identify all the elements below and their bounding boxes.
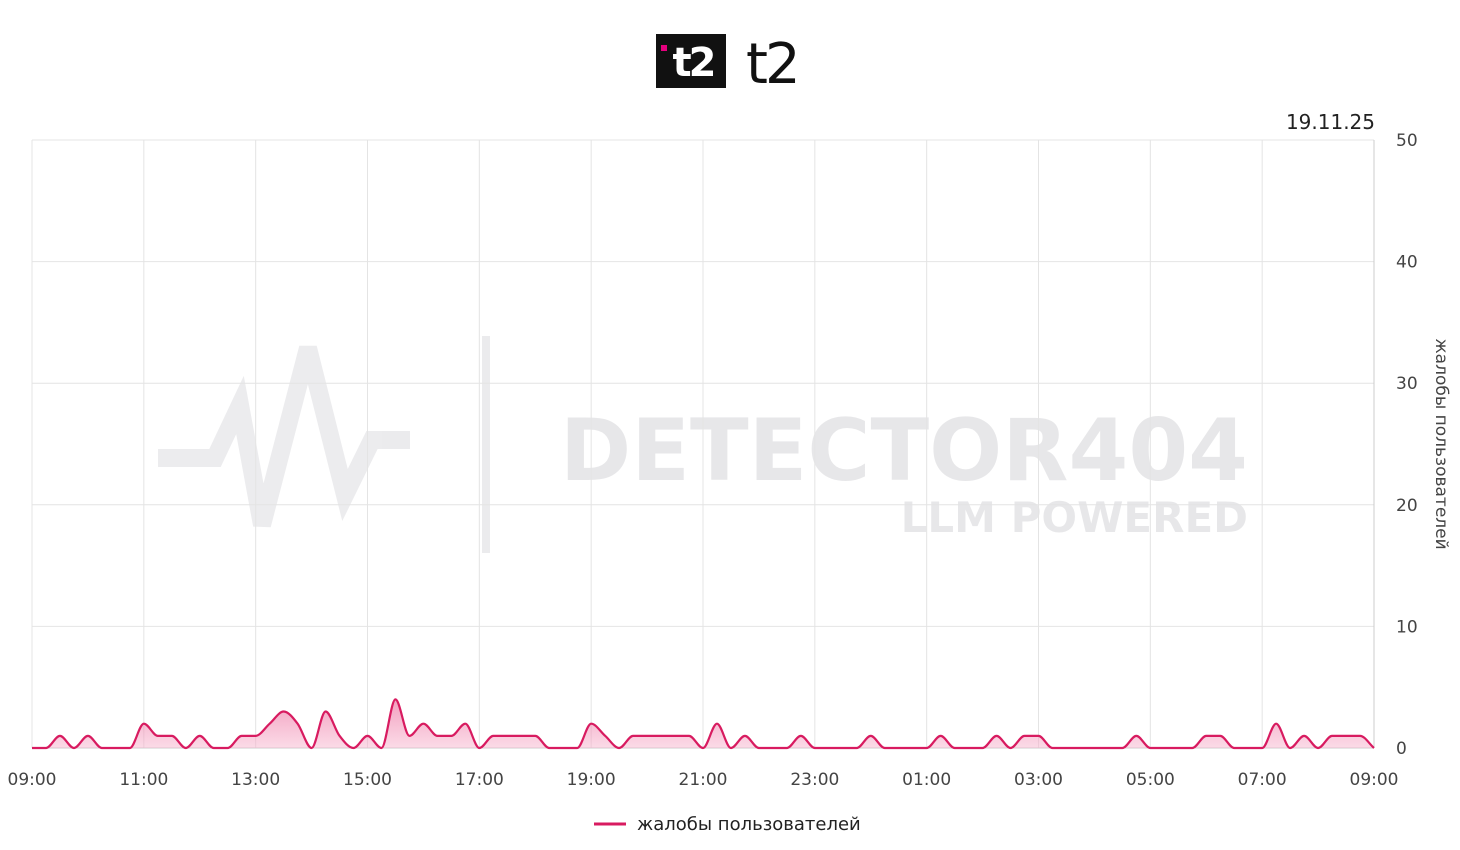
y-tick-label: 50	[1396, 131, 1418, 151]
y-tick-label: 20	[1396, 496, 1418, 516]
x-tick-label: 05:00	[1126, 770, 1175, 790]
logo-text: t2	[673, 40, 714, 86]
date-label: 19.11.25	[1286, 110, 1375, 134]
x-tick-label: 19:00	[567, 770, 616, 790]
area-line	[31, 698, 1375, 750]
legend: жалобы пользователей	[594, 814, 861, 835]
x-tick-label: 09:00	[8, 770, 57, 790]
logo-box	[656, 34, 726, 88]
legend-label: жалобы пользователей	[637, 814, 861, 835]
x-tick-label: 23:00	[790, 770, 839, 790]
x-tick-label: 11:00	[119, 770, 168, 790]
logo: t2	[656, 34, 726, 88]
x-tick-label: 17:00	[455, 770, 504, 790]
x-tick-label: 13:00	[231, 770, 280, 790]
x-tick-label: 07:00	[1238, 770, 1287, 790]
chart-title: t2	[746, 32, 798, 97]
x-tick-label: 15:00	[343, 770, 392, 790]
watermark: DETECTOR404 LLM POWERED	[158, 336, 1248, 553]
area-fill	[32, 699, 1374, 748]
y-tick-label: 0	[1396, 739, 1407, 759]
watermark-icon	[158, 345, 410, 528]
watermark-subtext: LLM POWERED	[901, 493, 1248, 542]
x-tick-label: 09:00	[1350, 770, 1399, 790]
logo-dot	[661, 45, 667, 51]
y-tick-label: 40	[1396, 253, 1418, 273]
x-tick-label: 03:00	[1014, 770, 1063, 790]
x-tick-label: 01:00	[902, 770, 951, 790]
x-tick-label: 21:00	[679, 770, 728, 790]
y-axis-label: жалобы пользователей	[1431, 338, 1451, 549]
watermark-text: DETECTOR404	[560, 401, 1248, 501]
y-tick-label: 30	[1396, 374, 1418, 394]
y-tick-label: 10	[1396, 617, 1418, 637]
